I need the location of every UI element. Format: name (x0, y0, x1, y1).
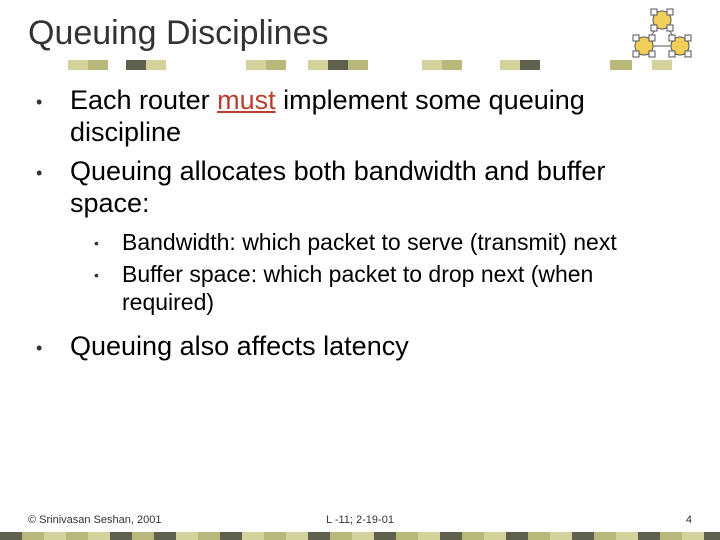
slide: Queuing Disciplines • Each router must i… (0, 0, 720, 540)
footer-copyright: © Srinivasan Seshan, 2001 (28, 514, 161, 526)
decorative-bar-bottom (0, 532, 720, 540)
slide-title: Queuing Disciplines (28, 14, 329, 53)
bullet-marker: • (30, 84, 70, 149)
decorative-bar-top (0, 60, 700, 70)
bullet-text: Queuing allocates both bandwidth and buf… (70, 155, 690, 220)
footer: © Srinivasan Seshan, 2001 L -11; 2-19-01… (28, 514, 692, 526)
sub-bullet-2: • Buffer space: which packet to drop nex… (90, 260, 690, 316)
sub-bullet-text: Buffer space: which packet to drop next … (122, 260, 690, 316)
bullet-text: Queuing also affects latency (70, 330, 690, 362)
footer-lecture-id: L -11; 2-19-01 (326, 514, 394, 526)
bullet-1-pre: Each router (70, 85, 217, 115)
footer-page-number: 4 (686, 514, 692, 526)
content-area: • Each router must implement some queuin… (30, 84, 690, 368)
bullet-marker: • (30, 155, 70, 220)
bullet-marker: • (30, 330, 70, 362)
sub-bullet-1: • Bandwidth: which packet to serve (tran… (90, 228, 690, 256)
bullet-marker: • (90, 260, 122, 316)
bullet-2: • Queuing allocates both bandwidth and b… (30, 155, 690, 220)
sub-bullet-text: Bandwidth: which packet to serve (transm… (122, 228, 690, 256)
bullet-marker: • (90, 228, 122, 256)
bullet-1: • Each router must implement some queuin… (30, 84, 690, 149)
bullet-3: • Queuing also affects latency (30, 330, 690, 362)
logo-icon (624, 6, 702, 64)
bullet-text: Each router must implement some queuing … (70, 84, 690, 149)
sub-list: • Bandwidth: which packet to serve (tran… (90, 228, 690, 316)
bullet-1-emph: must (217, 85, 276, 115)
